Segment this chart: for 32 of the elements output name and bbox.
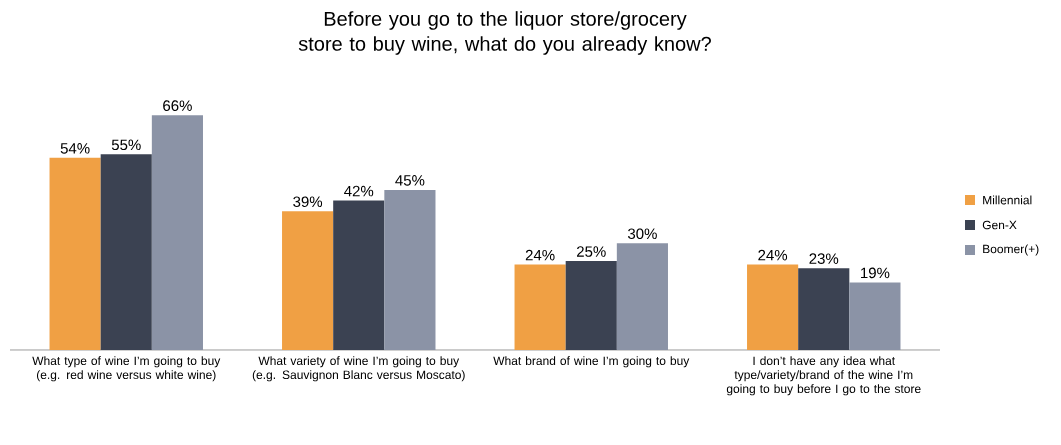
bar <box>384 189 436 350</box>
legend-label: Millennial <box>983 195 1032 205</box>
data-label: 30% <box>627 228 657 240</box>
x-tick-label: What brand of wine I’m going to buy <box>493 356 690 368</box>
data-label: 42% <box>344 185 374 197</box>
bar <box>333 200 385 350</box>
bar <box>282 211 334 350</box>
legend-label: Boomer(+) <box>983 244 1039 256</box>
data-label: 25% <box>577 246 606 257</box>
data-label: 24% <box>758 249 788 261</box>
data-label: 19% <box>861 267 890 279</box>
x-tick-label: What variety of wine I’m going to buy (e.g. Sauvignon Blanc versus Moscato) <box>252 356 465 382</box>
bar <box>151 115 203 350</box>
bar <box>565 261 617 350</box>
data-label: 55% <box>111 139 141 151</box>
bar <box>514 264 566 350</box>
x-tick-label: I don’t have any idea what type/variety/brand of the wine I’m going to buy before I go to the store <box>726 356 921 396</box>
bar <box>798 268 850 350</box>
data-label: 66% <box>163 100 192 111</box>
bar <box>849 282 901 350</box>
data-label: 24% <box>525 249 555 261</box>
data-label: 45% <box>395 175 425 186</box>
data-label: 39% <box>293 196 323 208</box>
legend-label: Gen-X <box>982 220 1017 230</box>
bar <box>100 154 152 350</box>
data-label: 23% <box>809 253 839 264</box>
chart-title: Before you go to the liquor store/grocery store to buy wine, what do you already know? <box>298 11 711 55</box>
bar <box>49 157 101 350</box>
bar <box>616 243 668 350</box>
x-tick-label: What type of wine I’m going to buy (e.g. red wine versus white wine) <box>32 356 221 382</box>
data-label: 54% <box>60 143 90 154</box>
bar <box>747 264 799 350</box>
